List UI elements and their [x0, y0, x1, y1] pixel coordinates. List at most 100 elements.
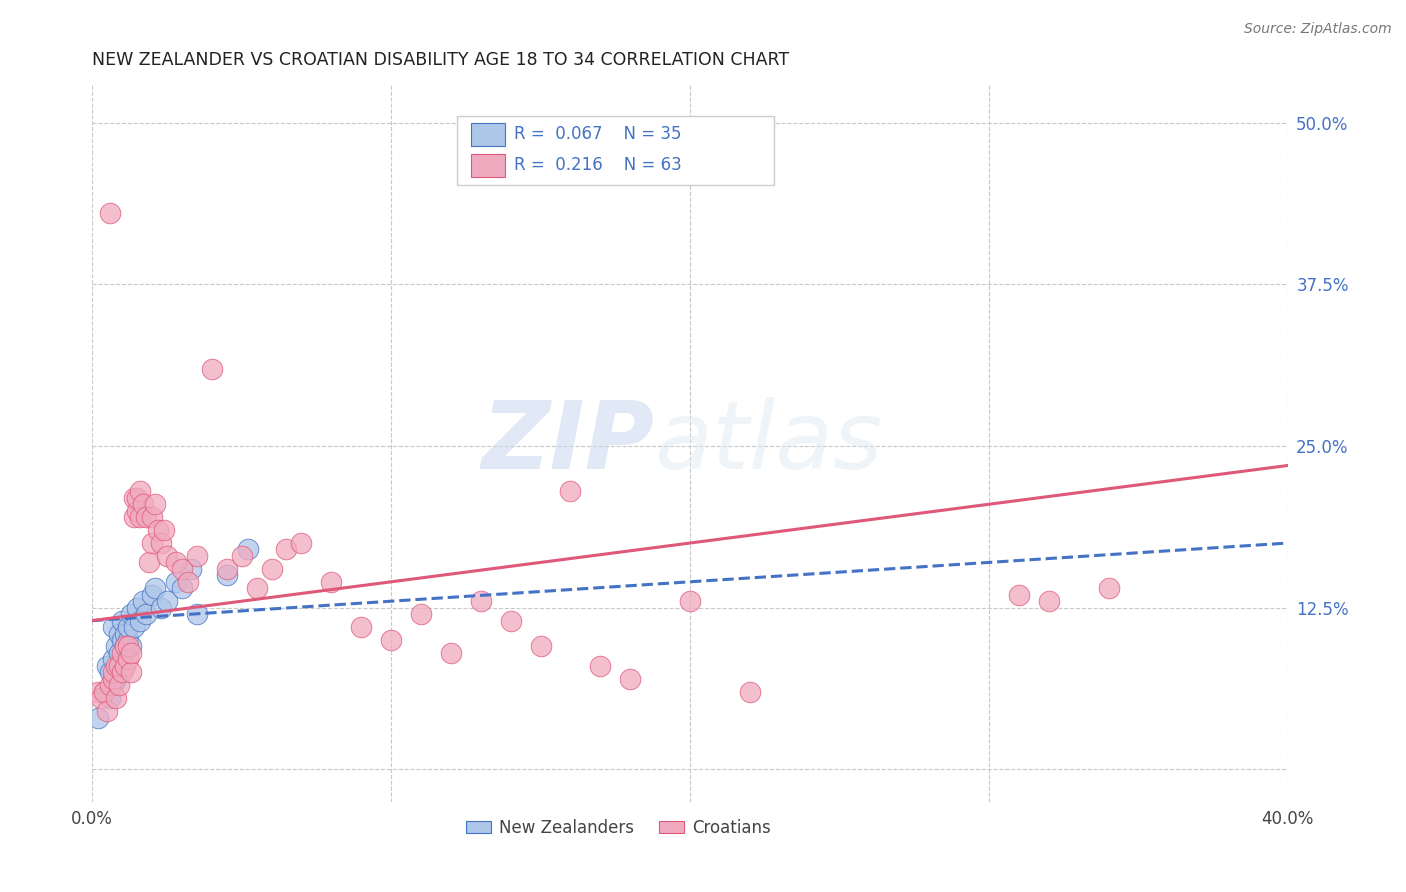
Point	[114, 658, 136, 673]
FancyBboxPatch shape	[471, 153, 505, 177]
Point	[276, 542, 298, 557]
Point	[98, 665, 121, 680]
Point	[156, 549, 179, 563]
Text: Source: ZipAtlas.com: Source: ZipAtlas.com	[1244, 22, 1392, 37]
Point	[101, 652, 124, 666]
Point	[1097, 582, 1119, 596]
Point	[98, 206, 121, 220]
Point	[129, 614, 152, 628]
Point	[101, 678, 124, 692]
Point	[132, 497, 155, 511]
Point	[129, 510, 152, 524]
Point	[129, 484, 152, 499]
Point	[153, 523, 176, 537]
Point	[114, 626, 136, 640]
Point	[1038, 594, 1060, 608]
Point	[290, 536, 312, 550]
Text: R =  0.067    N = 35: R = 0.067 N = 35	[515, 126, 682, 144]
Point	[101, 672, 124, 686]
FancyBboxPatch shape	[471, 123, 505, 145]
Point	[108, 646, 131, 660]
Point	[87, 710, 110, 724]
Point	[108, 658, 131, 673]
Point	[122, 620, 145, 634]
Point	[141, 510, 163, 524]
Point	[321, 574, 343, 589]
Point	[149, 536, 172, 550]
Point	[619, 672, 641, 686]
Point	[114, 640, 136, 654]
Point	[215, 568, 238, 582]
Point	[120, 607, 142, 621]
Point	[177, 574, 200, 589]
Point	[260, 562, 283, 576]
Point	[170, 582, 193, 596]
Point	[350, 620, 373, 634]
Point	[135, 607, 157, 621]
Point	[440, 646, 463, 660]
Point	[143, 497, 166, 511]
Point	[156, 594, 179, 608]
Point	[120, 640, 142, 654]
Point	[245, 582, 267, 596]
Point	[560, 484, 582, 499]
Point	[170, 562, 193, 576]
Point	[236, 542, 259, 557]
Point	[101, 665, 124, 680]
Point	[141, 588, 163, 602]
Point	[409, 607, 432, 621]
Point	[1008, 588, 1031, 602]
Point	[96, 704, 118, 718]
Legend: New Zealanders, Croatians: New Zealanders, Croatians	[458, 812, 778, 844]
Point	[111, 646, 134, 660]
Point	[125, 491, 148, 505]
Point	[111, 614, 134, 628]
Point	[165, 556, 187, 570]
Point	[105, 672, 128, 686]
Point	[87, 684, 110, 698]
Point	[125, 600, 148, 615]
Point	[98, 691, 121, 706]
Point	[98, 678, 121, 692]
Point	[135, 510, 157, 524]
Point	[201, 361, 224, 376]
Point	[380, 632, 402, 647]
Point	[738, 684, 761, 698]
Point	[105, 691, 128, 706]
Point	[122, 510, 145, 524]
Point	[125, 504, 148, 518]
Point	[117, 632, 139, 647]
Point	[96, 658, 118, 673]
Point	[108, 626, 131, 640]
Point	[101, 620, 124, 634]
Point	[186, 607, 208, 621]
Point	[215, 562, 238, 576]
Point	[143, 582, 166, 596]
Point	[146, 523, 169, 537]
Point	[180, 562, 202, 576]
Point	[589, 658, 612, 673]
Point	[679, 594, 702, 608]
Point	[108, 678, 131, 692]
Text: atlas: atlas	[654, 397, 883, 488]
Text: NEW ZEALANDER VS CROATIAN DISABILITY AGE 18 TO 34 CORRELATION CHART: NEW ZEALANDER VS CROATIAN DISABILITY AGE…	[93, 51, 789, 69]
Point	[231, 549, 253, 563]
Point	[132, 594, 155, 608]
Point	[141, 536, 163, 550]
Point	[93, 684, 115, 698]
Point	[149, 600, 172, 615]
Point	[165, 574, 187, 589]
Point	[122, 491, 145, 505]
Point	[499, 614, 522, 628]
Point	[470, 594, 492, 608]
Point	[120, 665, 142, 680]
Point	[117, 640, 139, 654]
Point	[111, 665, 134, 680]
Point	[111, 632, 134, 647]
FancyBboxPatch shape	[457, 117, 773, 185]
Point	[186, 549, 208, 563]
Point	[105, 658, 128, 673]
Point	[105, 640, 128, 654]
Text: R =  0.216    N = 63: R = 0.216 N = 63	[515, 156, 682, 174]
Point	[138, 556, 160, 570]
